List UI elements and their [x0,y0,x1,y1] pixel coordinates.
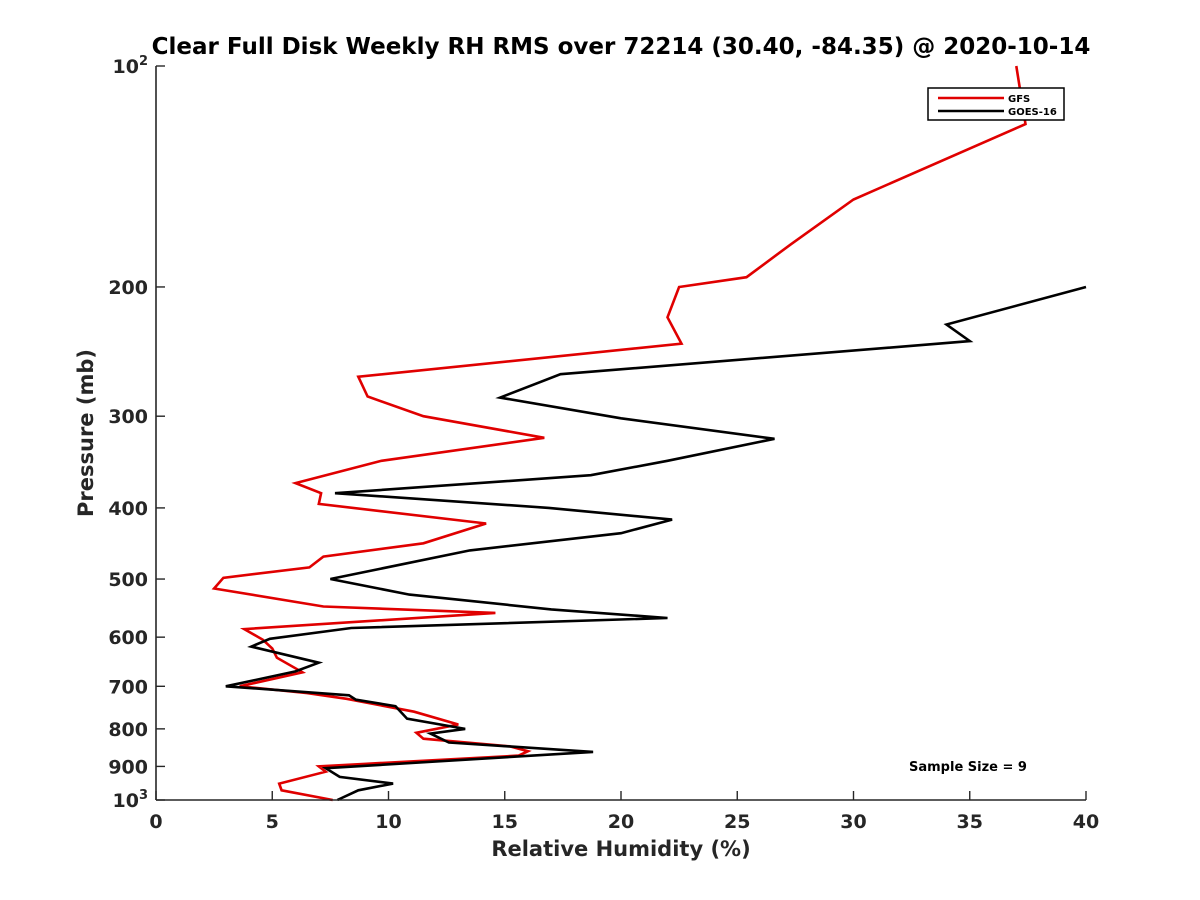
x-tick-label: 15 [492,811,518,833]
y-axis-label: Pressure (mb) [74,349,98,517]
x-tick-label: 40 [1073,811,1099,833]
y-tick-label: 300 [108,406,148,428]
legend: GFS GOES-16 [927,87,1065,121]
x-tick-label: 10 [375,811,401,833]
y-tick-label: 700 [108,676,148,698]
y-tick-label: 500 [108,569,148,591]
legend-box [927,87,1065,121]
sample-size-annotation: Sample Size = 9 [909,760,1027,775]
y-tick-label: 900 [108,756,148,778]
y-tick-exponent: 2 [139,54,148,69]
x-tick-label: 25 [724,811,750,833]
legend-label-gfs: GFS [1008,94,1030,105]
chart-title: Clear Full Disk Weekly RH RMS over 72214… [152,34,1091,60]
y-tick-label: 400 [108,498,148,520]
legend-label-goes-16: GOES-16 [1008,107,1057,118]
x-tick-label: 5 [266,811,279,833]
x-tick-label: 30 [840,811,866,833]
x-axis-ticks: 0 5 10 15 20 25 30 35 40 [149,791,1099,833]
series-layer [211,65,1087,802]
y-tick-label: 200 [108,277,148,299]
x-tick-label: 35 [957,811,983,833]
y-tick-exponent: 3 [139,788,148,803]
y-tick-label: 800 [108,719,148,741]
x-axis-label: Relative Humidity (%) [491,837,750,861]
series-line-goes-16 [225,285,1087,802]
x-tick-label: 0 [149,811,162,833]
plot-area [156,66,1086,800]
y-tick-label: 600 [108,627,148,649]
x-tick-label: 20 [608,811,634,833]
